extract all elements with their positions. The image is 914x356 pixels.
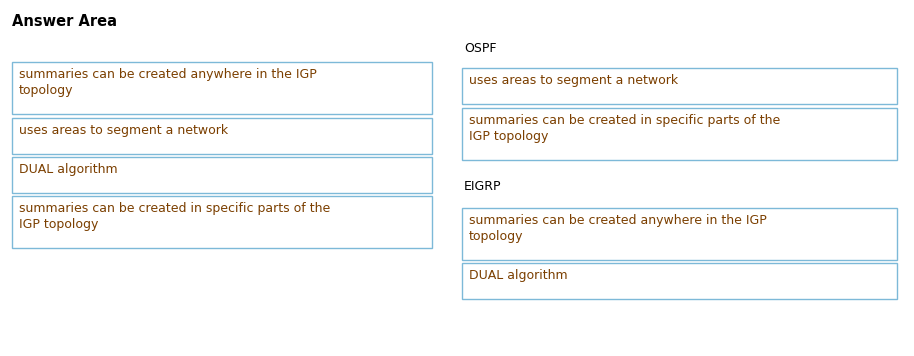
Text: summaries can be created in specific parts of the
IGP topology: summaries can be created in specific par… <box>19 202 330 231</box>
FancyBboxPatch shape <box>12 118 432 154</box>
Text: EIGRP: EIGRP <box>464 180 502 193</box>
FancyBboxPatch shape <box>462 208 897 260</box>
FancyBboxPatch shape <box>462 263 897 299</box>
Text: Answer Area: Answer Area <box>12 14 117 29</box>
Text: summaries can be created in specific parts of the
IGP topology: summaries can be created in specific par… <box>469 114 781 143</box>
Text: DUAL algorithm: DUAL algorithm <box>19 163 118 176</box>
Text: uses areas to segment a network: uses areas to segment a network <box>19 124 228 137</box>
FancyBboxPatch shape <box>462 108 897 160</box>
Text: uses areas to segment a network: uses areas to segment a network <box>469 74 678 87</box>
FancyBboxPatch shape <box>12 196 432 248</box>
FancyBboxPatch shape <box>462 68 897 104</box>
FancyBboxPatch shape <box>12 62 432 114</box>
Text: OSPF: OSPF <box>464 42 496 55</box>
Text: DUAL algorithm: DUAL algorithm <box>469 269 568 282</box>
Text: summaries can be created anywhere in the IGP
topology: summaries can be created anywhere in the… <box>19 68 317 97</box>
FancyBboxPatch shape <box>12 157 432 193</box>
Text: summaries can be created anywhere in the IGP
topology: summaries can be created anywhere in the… <box>469 214 767 243</box>
